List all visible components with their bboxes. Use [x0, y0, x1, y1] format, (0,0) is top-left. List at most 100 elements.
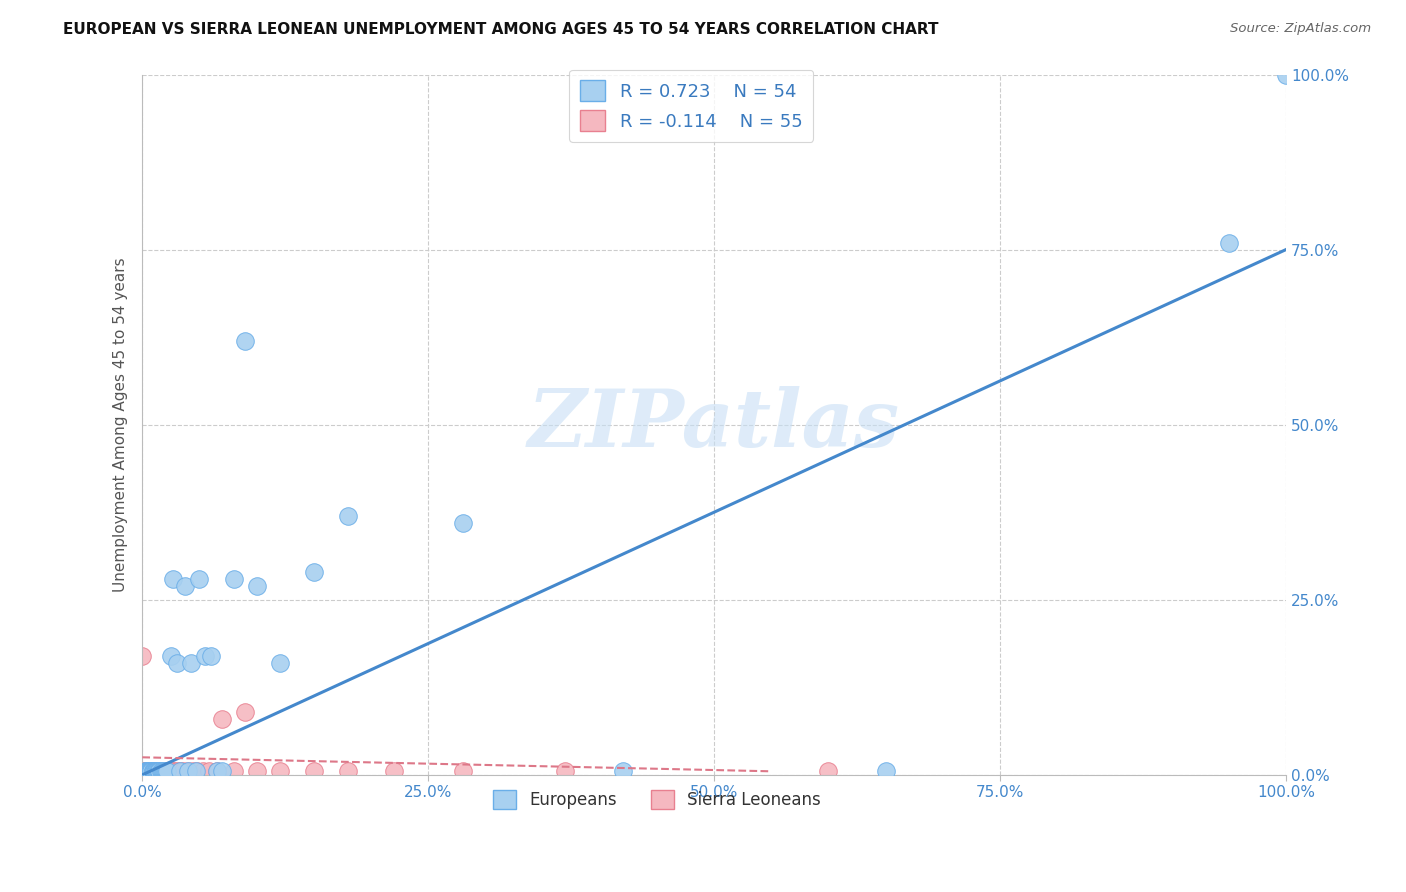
Point — [142, 764, 165, 779]
Point — [143, 764, 166, 779]
Point — [131, 648, 153, 663]
Point — [269, 764, 291, 779]
Point — [145, 764, 167, 779]
Point — [177, 764, 200, 779]
Point — [211, 764, 233, 779]
Point — [160, 648, 183, 663]
Point — [156, 764, 179, 779]
Point — [875, 764, 897, 779]
Point — [166, 656, 188, 670]
Point — [148, 764, 170, 779]
Point — [142, 764, 165, 779]
Point — [142, 764, 165, 779]
Point — [451, 764, 474, 779]
Point — [150, 764, 173, 779]
Point — [142, 764, 165, 779]
Point — [1218, 235, 1240, 250]
Point — [135, 764, 157, 779]
Point — [612, 764, 634, 779]
Point — [153, 764, 176, 779]
Point — [554, 764, 576, 779]
Point — [149, 764, 172, 779]
Point — [146, 764, 169, 779]
Point — [166, 764, 188, 779]
Point — [169, 764, 191, 779]
Point — [246, 579, 269, 593]
Point — [188, 572, 211, 586]
Point — [172, 764, 194, 779]
Point — [135, 764, 157, 779]
Point — [222, 764, 245, 779]
Point — [138, 764, 160, 779]
Point — [153, 764, 176, 779]
Point — [817, 764, 839, 779]
Point — [163, 764, 186, 779]
Legend: Europeans, Sierra Leoneans: Europeans, Sierra Leoneans — [486, 783, 828, 815]
Point — [139, 764, 162, 779]
Point — [148, 764, 170, 779]
Point — [451, 516, 474, 530]
Point — [181, 764, 204, 779]
Point — [155, 764, 177, 779]
Point — [211, 712, 233, 726]
Point — [136, 764, 159, 779]
Point — [155, 764, 177, 779]
Point — [205, 764, 228, 779]
Point — [246, 764, 269, 779]
Point — [135, 764, 157, 779]
Y-axis label: Unemployment Among Ages 45 to 54 years: Unemployment Among Ages 45 to 54 years — [114, 258, 128, 592]
Point — [145, 764, 167, 779]
Point — [139, 764, 162, 779]
Point — [135, 764, 157, 779]
Point — [141, 764, 163, 779]
Point — [146, 764, 169, 779]
Point — [222, 572, 245, 586]
Point — [150, 764, 173, 779]
Text: ZIPatlas: ZIPatlas — [529, 386, 900, 464]
Point — [148, 764, 170, 779]
Point — [138, 764, 160, 779]
Point — [149, 764, 172, 779]
Point — [205, 764, 228, 779]
Text: EUROPEAN VS SIERRA LEONEAN UNEMPLOYMENT AMONG AGES 45 TO 54 YEARS CORRELATION CH: EUROPEAN VS SIERRA LEONEAN UNEMPLOYMENT … — [63, 22, 939, 37]
Point — [135, 764, 157, 779]
Point — [142, 764, 165, 779]
Point — [136, 764, 159, 779]
Point — [143, 764, 166, 779]
Point — [141, 764, 163, 779]
Point — [160, 764, 183, 779]
Point — [132, 764, 155, 779]
Point — [337, 508, 360, 523]
Point — [156, 764, 179, 779]
Point — [135, 764, 157, 779]
Point — [142, 764, 165, 779]
Point — [233, 334, 256, 348]
Point — [337, 764, 360, 779]
Point — [153, 764, 176, 779]
Point — [191, 764, 214, 779]
Point — [136, 764, 159, 779]
Point — [159, 764, 181, 779]
Point — [145, 764, 167, 779]
Point — [152, 764, 174, 779]
Text: Source: ZipAtlas.com: Source: ZipAtlas.com — [1230, 22, 1371, 36]
Point — [162, 572, 184, 586]
Point — [141, 764, 163, 779]
Point — [141, 764, 163, 779]
Point — [302, 565, 325, 579]
Point — [152, 764, 174, 779]
Point — [148, 764, 170, 779]
Point — [173, 579, 195, 593]
Point — [269, 656, 291, 670]
Point — [177, 764, 200, 779]
Point — [153, 764, 176, 779]
Point — [134, 764, 156, 779]
Point — [138, 764, 160, 779]
Point — [148, 764, 170, 779]
Point — [233, 705, 256, 719]
Point — [145, 764, 167, 779]
Point — [302, 764, 325, 779]
Point — [184, 764, 207, 779]
Point — [138, 764, 160, 779]
Point — [1275, 68, 1298, 82]
